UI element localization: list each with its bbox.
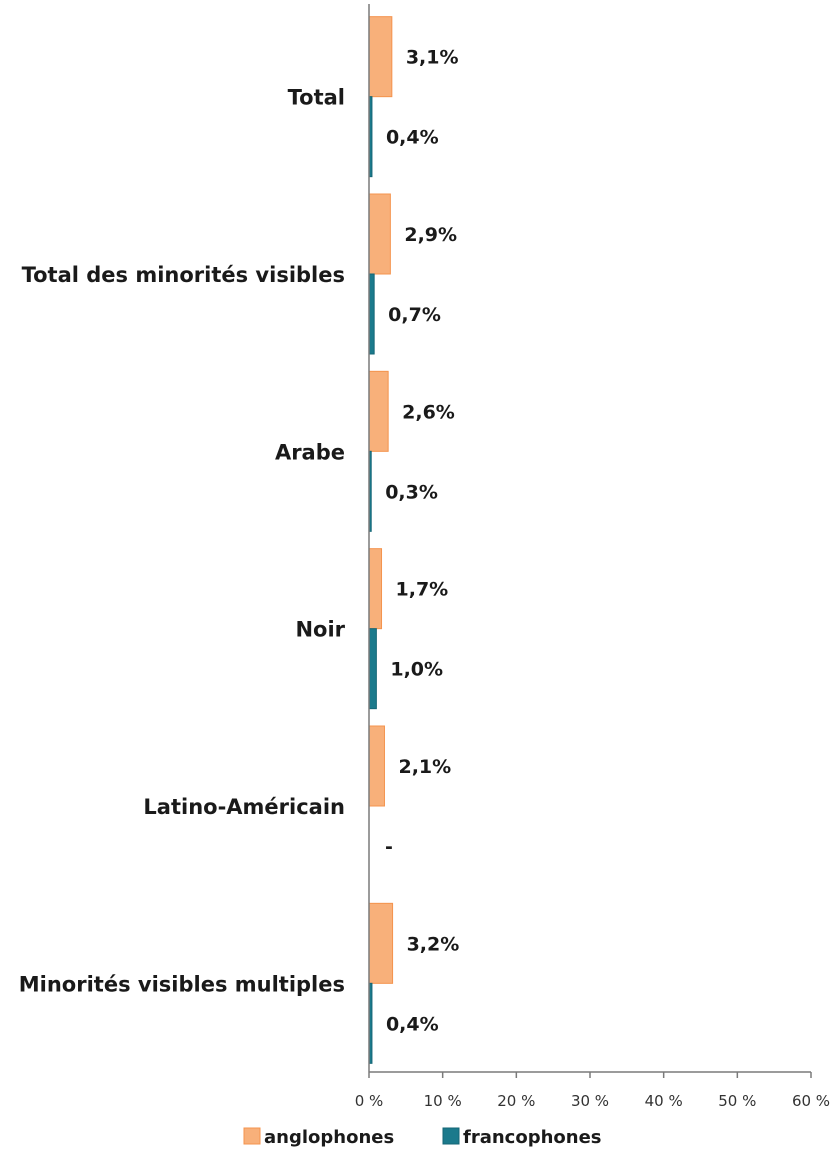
value-label-anglophones-minorites-visibles-multiples: 3,2% [407, 933, 460, 955]
value-label-anglophones-total-des-minorites-visibles: 2,9% [404, 224, 457, 246]
value-label-francophones-noir: 1,0% [390, 659, 443, 681]
bar-anglophones-latino-americain [368, 725, 385, 807]
value-label-anglophones-noir: 1,7% [396, 579, 449, 601]
bar-anglophones-total-des-minorites-visibles [368, 193, 391, 275]
x-tick-label: 10 % [424, 1092, 462, 1110]
legend: anglophones francophones [243, 1127, 602, 1148]
x-tick-label: 40 % [645, 1092, 683, 1110]
legend-swatch-anglophones [243, 1127, 261, 1145]
bar-anglophones-arabe [368, 370, 389, 452]
x-tick-label: 0 % [355, 1092, 384, 1110]
category-label-arabe: Arabe [275, 440, 345, 464]
category-label-latino-americain: Latino-Américain [143, 795, 345, 819]
bar-anglophones-total [368, 16, 393, 98]
x-tick-label: 60 % [792, 1092, 830, 1110]
value-label-anglophones-arabe: 2,6% [402, 401, 455, 423]
value-label-francophones-arabe: 0,3% [385, 481, 438, 503]
value-label-anglophones-total: 3,1% [406, 47, 459, 69]
value-label-francophones-latino-americain: - [385, 836, 393, 858]
category-label-total-des-minorites-visibles: Total des minorités visibles [22, 263, 345, 287]
bar-anglophones-minorites-visibles-multiples [368, 902, 394, 984]
value-label-francophones-total: 0,4% [386, 127, 439, 149]
bar-anglophones-noir [368, 548, 383, 630]
x-axis-ticks: 0 % 10 % 20 % 30 % 40 % 50 % 60 % [355, 1072, 830, 1110]
legend-label-francophones: francophones [463, 1127, 602, 1148]
bar-francophones-total-des-minorites-visibles [368, 273, 375, 355]
category-label-minorites-visibles-multiples: Minorités visibles multiples [19, 972, 345, 996]
bars-group [368, 16, 394, 1064]
legend-label-anglophones: anglophones [264, 1127, 394, 1148]
legend-swatch-francophones [442, 1127, 460, 1145]
category-label-noir: Noir [295, 618, 345, 642]
value-label-francophones-minorites-visibles-multiples: 0,4% [386, 1013, 439, 1035]
x-tick-label: 20 % [497, 1092, 535, 1110]
bar-francophones-noir [368, 628, 377, 710]
category-labels: Total Total des minorités visibles Arabe No… [19, 86, 346, 997]
value-label-anglophones-latino-americain: 2,1% [398, 756, 451, 778]
value-label-francophones-total-des-minorites-visibles: 0,7% [388, 304, 441, 326]
x-tick-label: 50 % [718, 1092, 756, 1110]
category-label-total: Total [288, 86, 345, 110]
value-labels: 3,1% 0,4% 2,9% 0,7% 2,6% 0,3% 1,7% 1,0% 2,1% - 3,2… [385, 47, 459, 1036]
x-tick-label: 30 % [571, 1092, 609, 1110]
